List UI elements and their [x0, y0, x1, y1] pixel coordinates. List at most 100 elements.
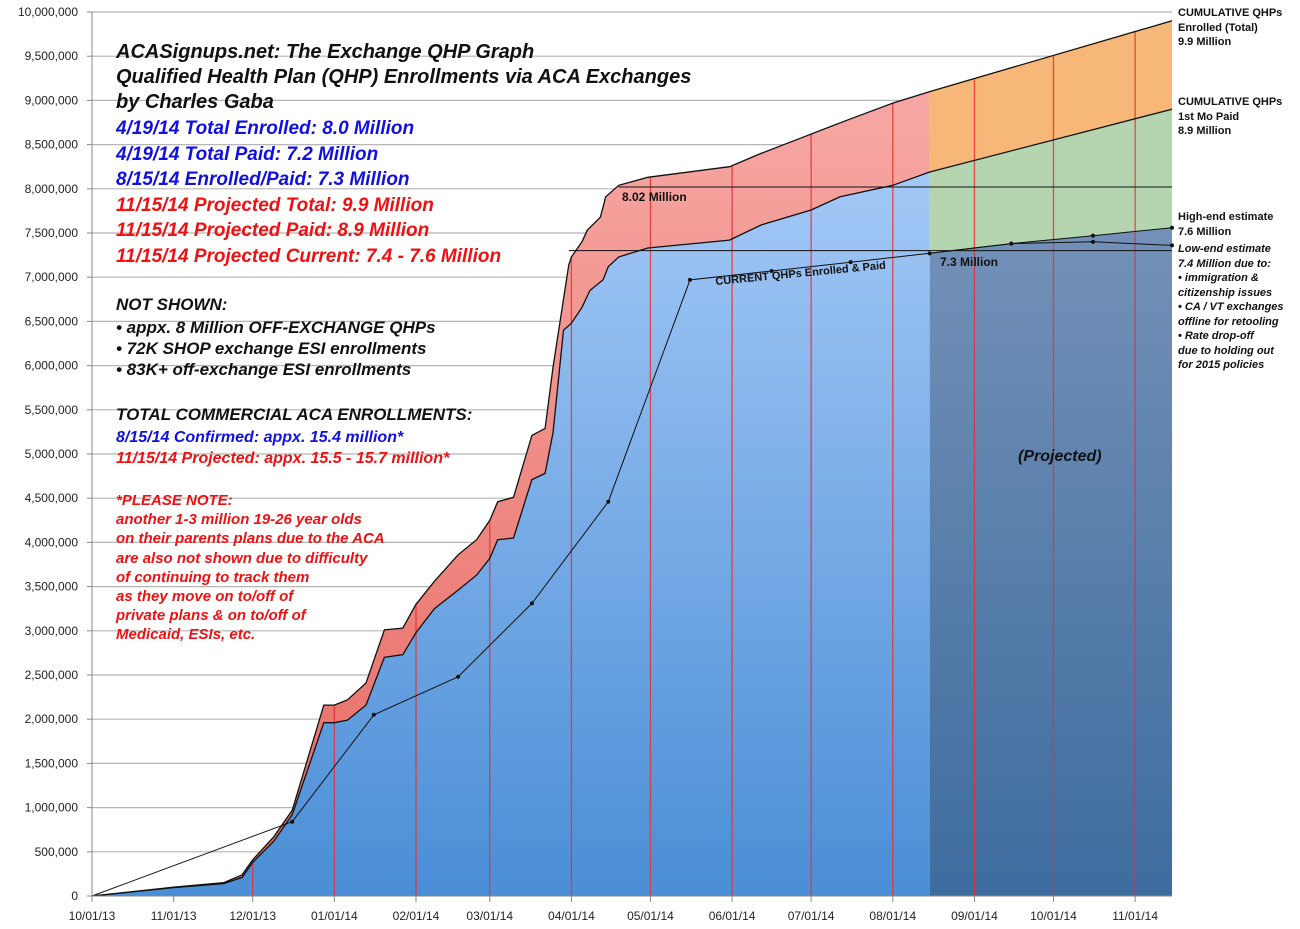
y-tick-label: 5,500,000: [25, 403, 79, 417]
low-end-line: [929, 241, 1173, 254]
x-tick-label: 02/01/14: [393, 909, 440, 923]
not-shown-item: • 83K+ off-exchange ESI enrollments: [116, 360, 412, 379]
total-confirmed: 8/15/14 Confirmed: appx. 15.4 million*: [116, 429, 404, 446]
right-label-enrolled: CUMULATIVE QHPs: [1178, 7, 1283, 19]
right-label-low-end: • Rate drop-off: [1178, 330, 1254, 342]
x-tick-label: 10/01/13: [69, 909, 116, 923]
axes: 0 500,000 1,000,000 1,500,000 2,000,000 2,500…: [18, 5, 1172, 923]
chart-title-line: by Charles Gaba: [116, 91, 274, 113]
low-end-point: [1009, 241, 1014, 246]
current-point: [606, 499, 611, 504]
projected-current-area: [929, 227, 1172, 896]
right-label-low-end: • CA / VT exchanges: [1178, 301, 1284, 313]
x-tick-label: 10/01/14: [1030, 909, 1077, 923]
current-point: [769, 269, 774, 274]
right-label-paid: 8.9 Million: [1178, 125, 1232, 137]
not-shown-item: • 72K SHOP exchange ESI enrollments: [116, 339, 427, 358]
y-tick-label: 3,500,000: [25, 580, 79, 594]
y-tick-label: 2,500,000: [25, 668, 79, 682]
stat-projected: 11/15/14 Projected Paid: 8.9 Million: [116, 220, 430, 241]
y-tick-label: 1,500,000: [25, 756, 79, 770]
stat-projected: 11/15/14 Projected Current: 7.4 - 7.6 Mi…: [116, 245, 502, 267]
not-shown-item: • appx. 8 Million OFF-EXCHANGE QHPs: [116, 318, 436, 337]
x-tick-label: 11/01/13: [151, 909, 197, 923]
chart-title-line: Qualified Health Plan (QHP) Enrollments …: [116, 66, 692, 88]
projected-enrolled-area: [929, 20, 1172, 172]
high-end-point: [1090, 233, 1095, 238]
chart-title-line: ACASignups.net: The Exchange QHP Graph: [116, 41, 535, 63]
x-tick-label: 11/01/14: [1112, 909, 1158, 923]
paid-area: [92, 172, 930, 896]
enrolled-unpaid-area: [92, 91, 930, 897]
y-tick-label: 9,500,000: [25, 49, 79, 63]
right-label-enrolled: 9.9 Million: [1178, 36, 1232, 48]
enrolled-line: [91, 20, 1173, 897]
right-label-high-end: High-end estimate: [1178, 211, 1274, 223]
high-end-point: [1170, 225, 1174, 230]
x-tick-label: 09/01/14: [951, 909, 998, 923]
right-label-paid: CUMULATIVE QHPs: [1178, 96, 1283, 108]
y-tick-label: 8,500,000: [25, 138, 79, 152]
current-line: [91, 252, 930, 897]
x-tick-label: 08/01/14: [869, 909, 916, 923]
low-end-point: [1170, 243, 1174, 248]
x-tick-label: 12/01/13: [229, 909, 276, 923]
label-7-3-million: 7.3 Million: [940, 255, 999, 269]
y-tick-label: 4,000,000: [25, 535, 79, 549]
x-tick-label: 06/01/14: [709, 909, 756, 923]
right-label-low-end: due to holding out: [1178, 344, 1274, 357]
right-label-high-end: 7.6 Million: [1178, 225, 1232, 238]
right-label-low-end: citizenship issues: [1178, 286, 1273, 299]
y-tick-label: 8,000,000: [25, 182, 79, 196]
note-line: *PLEASE NOTE:: [116, 492, 233, 509]
note-line: another 1-3 million 19-26 year olds: [116, 511, 362, 529]
note-line: on their parents plans due to the ACA: [116, 530, 385, 548]
right-label-low-end: 7.4 Million due to:: [1178, 257, 1271, 270]
current-point: [371, 712, 376, 717]
y-tick-label: 1,000,000: [25, 801, 79, 815]
x-tick-label: 07/01/14: [788, 909, 835, 923]
x-tick-label: 05/01/14: [627, 909, 674, 923]
y-tick-label: 2,000,000: [25, 712, 79, 726]
right-label-low-end: Low-end estimate: [1178, 243, 1271, 255]
current-point: [927, 251, 932, 256]
y-tick-label: 7,500,000: [25, 226, 79, 240]
total-title: TOTAL COMMERCIAL ACA ENROLLMENTS:: [116, 405, 473, 424]
stat-confirmed: 4/19/14 Total Enrolled: 8.0 Million: [116, 118, 415, 139]
current-point: [687, 277, 692, 282]
y-tick-label: 4,500,000: [25, 491, 79, 505]
paid-line: [91, 108, 1173, 897]
y-tick-label: 0: [71, 889, 78, 903]
low-end-point: [1090, 239, 1095, 244]
note-line: are also not shown due to difficulty: [116, 549, 368, 567]
y-tick-label: 6,000,000: [25, 359, 79, 373]
y-tick-label: 10,000,000: [18, 5, 78, 19]
right-label-low-end: offline for retooling: [1178, 315, 1279, 328]
right-label-low-end: for 2015 policies: [1178, 359, 1265, 371]
y-tick-label: 500,000: [35, 845, 79, 859]
right-label-low-end: • immigration &: [1178, 272, 1259, 284]
note-line: private plans & on to/off of: [116, 607, 306, 625]
right-label-paid: 1st Mo Paid: [1178, 110, 1240, 123]
label-8-02-million: 8.02 Million: [622, 190, 687, 204]
note-line: of continuing to track them: [116, 568, 310, 586]
y-tick-label: 3,000,000: [25, 624, 79, 638]
y-tick-label: 9,000,000: [25, 93, 79, 107]
stat-confirmed: 4/19/14 Total Paid: 7.2 Million: [116, 143, 379, 165]
current-point: [848, 260, 853, 265]
y-tick-label: 6,500,000: [25, 314, 79, 328]
x-tick-label: 01/01/14: [311, 909, 358, 923]
stat-confirmed: 8/15/14 Enrolled/Paid: 7.3 Million: [116, 169, 410, 190]
y-tick-label: 7,000,000: [25, 270, 79, 284]
x-tick-label: 04/01/14: [548, 909, 595, 923]
right-label-enrolled: Enrolled (Total): [1178, 21, 1258, 34]
not-shown-title: NOT SHOWN:: [116, 295, 228, 314]
total-projected: 11/15/14 Projected: appx. 15.5 - 15.7 mi…: [116, 450, 450, 467]
note-line: Medicaid, ESIs, etc.: [116, 626, 256, 644]
x-tick-label: 03/01/14: [466, 909, 513, 923]
stat-projected: 11/15/14 Projected Total: 9.9 Million: [116, 194, 434, 216]
current-point: [529, 601, 534, 606]
series-lines: [91, 20, 1174, 897]
label-projected: (Projected): [1018, 448, 1102, 465]
